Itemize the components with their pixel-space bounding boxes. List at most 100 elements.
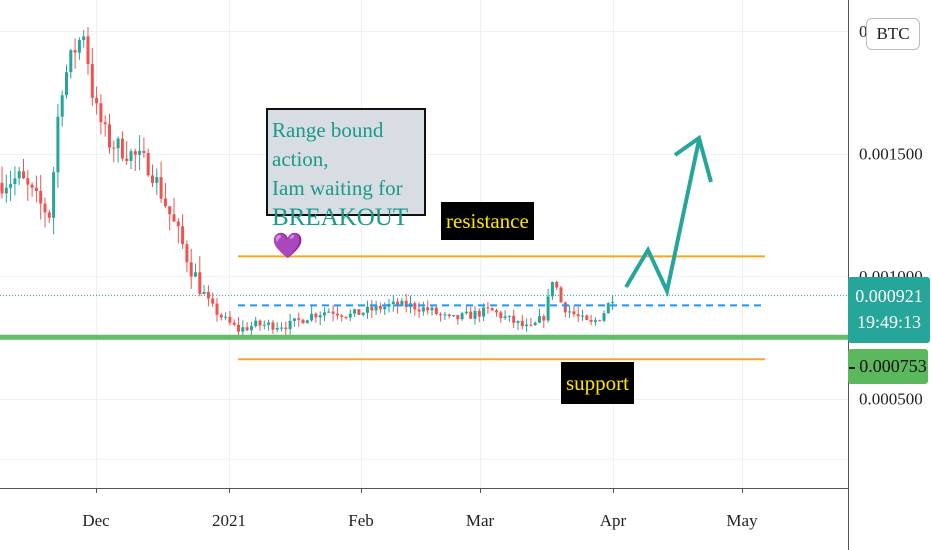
candle-119[interactable]	[512, 309, 516, 328]
candle-63[interactable]	[271, 320, 275, 334]
candle-39[interactable]	[168, 206, 172, 231]
candle-91[interactable]	[391, 295, 395, 312]
candle-139[interactable]	[598, 319, 602, 322]
candle-136[interactable]	[585, 314, 589, 321]
candle-69[interactable]	[297, 312, 301, 327]
candle-116[interactable]	[499, 310, 503, 323]
candle-16[interactable]	[69, 49, 73, 79]
candle-65[interactable]	[280, 322, 283, 332]
candle-50[interactable]	[215, 297, 219, 322]
candle-74[interactable]	[318, 311, 322, 326]
candle-105[interactable]	[452, 315, 455, 318]
candle-83[interactable]	[357, 309, 361, 315]
candle-107[interactable]	[460, 311, 464, 321]
candle-100[interactable]	[430, 305, 434, 316]
candle-49[interactable]	[211, 292, 215, 307]
candle-35[interactable]	[151, 164, 154, 187]
candle-86[interactable]	[370, 300, 374, 319]
candle-94[interactable]	[404, 293, 408, 313]
candle-115[interactable]	[495, 308, 498, 317]
candle-117[interactable]	[503, 310, 507, 320]
candle-124[interactable]	[533, 321, 537, 327]
candle-37[interactable]	[159, 161, 163, 203]
candle-2[interactable]	[9, 170, 13, 202]
candle-54[interactable]	[232, 319, 236, 327]
candle-46[interactable]	[198, 256, 202, 297]
candle-12[interactable]	[52, 167, 56, 235]
candle-8[interactable]	[34, 175, 38, 203]
candle-58[interactable]	[249, 321, 253, 337]
candle-34[interactable]	[146, 148, 150, 177]
candle-132[interactable]	[568, 305, 572, 319]
candle-133[interactable]	[572, 305, 576, 318]
candle-13[interactable]	[56, 103, 60, 188]
candle-51[interactable]	[219, 312, 223, 321]
candle-138[interactable]	[593, 317, 597, 326]
candle-98[interactable]	[421, 301, 425, 316]
candle-76[interactable]	[327, 308, 331, 313]
candle-0[interactable]	[0, 166, 4, 199]
candle-25[interactable]	[108, 113, 111, 154]
candle-9[interactable]	[39, 174, 43, 220]
candle-32[interactable]	[138, 135, 142, 171]
candle-114[interactable]	[490, 307, 494, 311]
candle-53[interactable]	[228, 310, 232, 326]
candle-78[interactable]	[335, 306, 339, 320]
candle-79[interactable]	[340, 313, 344, 322]
candle-59[interactable]	[254, 316, 258, 328]
candle-88[interactable]	[378, 302, 382, 314]
candle-44[interactable]	[189, 248, 193, 289]
support-label[interactable]: support	[561, 362, 634, 404]
note-annotation[interactable]: Range bound action, Iam waiting for BREA…	[266, 108, 426, 260]
candle-7[interactable]	[30, 182, 34, 197]
candle-26[interactable]	[112, 140, 116, 163]
candle-31[interactable]	[133, 148, 137, 171]
candle-10[interactable]	[43, 197, 47, 228]
candle-108[interactable]	[464, 306, 468, 315]
candle-129[interactable]	[555, 280, 559, 291]
candle-122[interactable]	[525, 318, 529, 332]
candle-81[interactable]	[348, 309, 352, 322]
candle-18[interactable]	[77, 37, 81, 60]
candle-72[interactable]	[310, 306, 314, 322]
candle-42[interactable]	[181, 214, 185, 249]
candle-38[interactable]	[163, 182, 167, 209]
candle-70[interactable]	[301, 318, 305, 324]
candle-62[interactable]	[267, 319, 271, 331]
candle-23[interactable]	[99, 94, 103, 135]
candle-15[interactable]	[65, 64, 68, 99]
candle-47[interactable]	[202, 284, 206, 295]
candle-64[interactable]	[275, 322, 279, 332]
candle-20[interactable]	[86, 27, 90, 75]
candle-45[interactable]	[194, 263, 197, 278]
candle-33[interactable]	[142, 137, 146, 158]
candle-137[interactable]	[589, 314, 593, 326]
candle-131[interactable]	[563, 301, 567, 318]
candle-68[interactable]	[292, 318, 296, 327]
candle-73[interactable]	[314, 312, 318, 323]
candle-109[interactable]	[469, 306, 473, 319]
candle-84[interactable]	[361, 312, 365, 317]
candle-128[interactable]	[550, 281, 554, 301]
candle-57[interactable]	[245, 322, 249, 332]
candle-135[interactable]	[581, 309, 584, 321]
candle-28[interactable]	[120, 131, 124, 162]
candle-30[interactable]	[129, 148, 133, 170]
candle-140[interactable]	[602, 310, 606, 323]
candle-106[interactable]	[456, 314, 460, 325]
candle-60[interactable]	[258, 319, 262, 331]
candle-110[interactable]	[473, 306, 477, 325]
candle-130[interactable]	[559, 285, 563, 303]
candle-24[interactable]	[103, 115, 107, 137]
candle-36[interactable]	[155, 168, 159, 195]
candle-82[interactable]	[353, 308, 357, 317]
candle-87[interactable]	[374, 300, 378, 315]
candle-126[interactable]	[542, 314, 546, 328]
candle-120[interactable]	[516, 320, 520, 331]
candle-96[interactable]	[413, 301, 417, 316]
candle-43[interactable]	[185, 240, 189, 273]
candle-3[interactable]	[13, 166, 17, 196]
candle-17[interactable]	[73, 38, 77, 69]
candle-5[interactable]	[22, 158, 25, 180]
resistance-label[interactable]: resistance	[441, 202, 534, 240]
